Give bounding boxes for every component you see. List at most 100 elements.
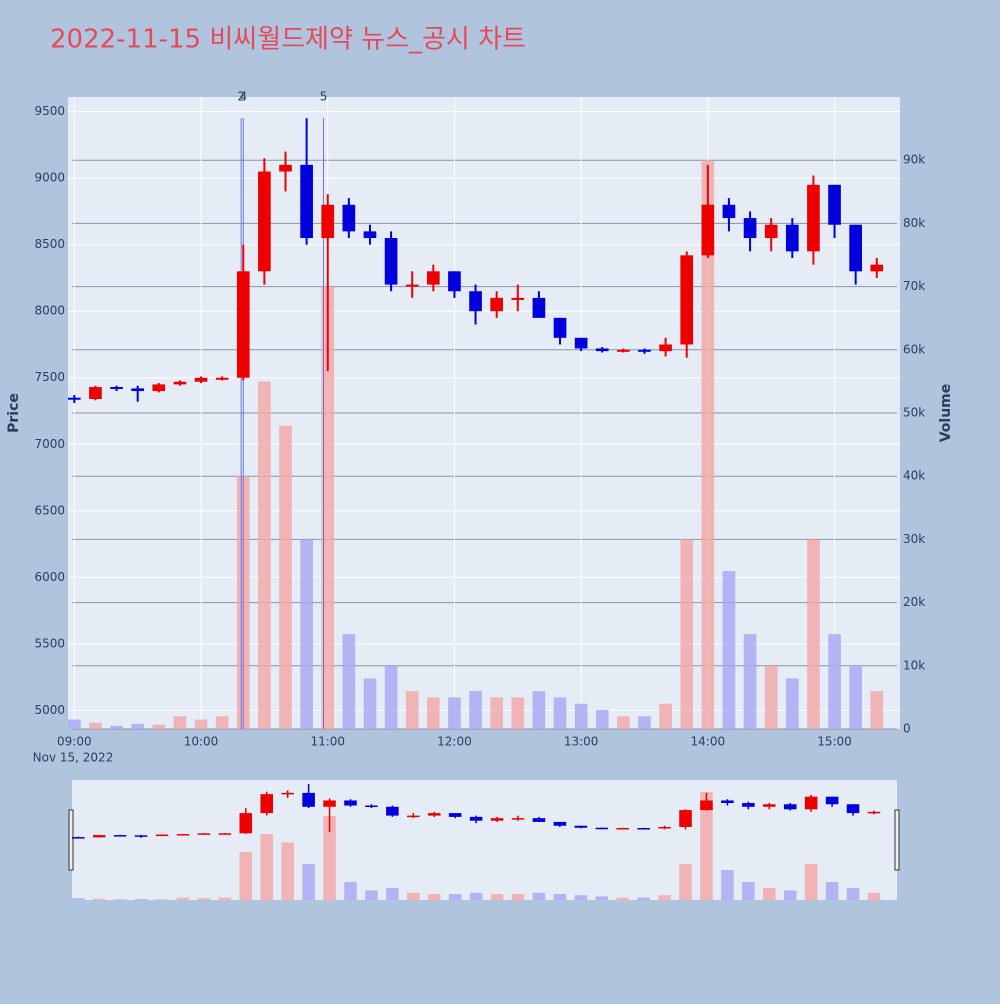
- y-tick-label: 7000: [34, 437, 65, 451]
- x-sublabel: Nov 15, 2022: [33, 751, 114, 765]
- slider-candle-body: [846, 804, 860, 814]
- y2-tick-label: 0: [903, 722, 911, 736]
- candle-body: [743, 218, 757, 239]
- slider-volume-bar: [490, 894, 504, 900]
- slider-candle-body: [344, 800, 357, 806]
- candle-body: [828, 184, 841, 225]
- candle-body: [68, 397, 81, 400]
- x-tick-label: 12:00: [437, 735, 472, 749]
- candle-body: [194, 377, 208, 382]
- slider-volume-bar: [176, 897, 190, 900]
- x-tick-label: 09:00: [57, 735, 92, 749]
- volume-bar: [722, 571, 736, 729]
- slider-volume-bar: [616, 897, 629, 900]
- slider-candle-body: [825, 796, 839, 805]
- candle-body: [258, 171, 271, 272]
- slider-candle-body: [386, 806, 399, 816]
- y-tick-label: 9500: [34, 104, 65, 118]
- candle-body: [300, 164, 313, 239]
- candle-body: [680, 255, 694, 345]
- slider-volume-bar: [113, 899, 127, 900]
- candle-body: [807, 184, 820, 252]
- slider-volume-bar: [846, 888, 860, 900]
- slider-candle-body: [239, 813, 253, 834]
- slider-candle-body: [134, 835, 148, 837]
- volume-bar: [638, 716, 651, 729]
- slider-candle-body: [218, 833, 232, 835]
- candle-body: [89, 387, 102, 400]
- slider-candle-body: [658, 826, 671, 829]
- slider-volume-bar: [197, 898, 211, 900]
- slider-volume-bar: [427, 894, 441, 900]
- slider-volume-bar: [742, 882, 755, 900]
- volume-bar: [300, 539, 313, 729]
- slider-volume-bar: [469, 892, 483, 900]
- volume-bar: [131, 723, 145, 729]
- volume-bar: [680, 539, 694, 729]
- slider-candle-body: [113, 835, 127, 837]
- volume-bar: [279, 425, 292, 729]
- slider-volume-bar: [532, 892, 546, 900]
- y-axis-title: Price: [6, 393, 22, 433]
- slider-candle-body: [72, 837, 85, 839]
- slider-volume-bar: [260, 834, 274, 900]
- range-slider[interactable]: [72, 780, 897, 900]
- volume-bar: [342, 634, 356, 729]
- slider-candle-body: [176, 834, 190, 836]
- candle-body: [342, 204, 356, 232]
- candle-body: [553, 317, 567, 338]
- volume-bar: [532, 691, 546, 729]
- slider-volume-bar: [595, 896, 609, 900]
- candle-body: [490, 297, 504, 312]
- slider-volume-bar: [721, 870, 734, 900]
- y2-tick-label: 20k: [903, 595, 925, 609]
- slider-volume-bar: [344, 882, 357, 900]
- volume-bar: [701, 160, 715, 729]
- slider-candle-body: [532, 818, 546, 822]
- volume-bar: [574, 703, 588, 729]
- volume-bar: [659, 703, 672, 729]
- volume-bar: [448, 697, 461, 729]
- candle-body: [659, 344, 672, 352]
- volume-bar: [849, 665, 862, 729]
- volume-bar: [384, 665, 398, 729]
- y-tick-label: 8000: [34, 304, 65, 318]
- slider-handle[interactable]: [68, 809, 74, 871]
- volume-bar: [258, 381, 271, 729]
- slider-volume-bar: [386, 888, 399, 900]
- volume-bar: [490, 697, 504, 729]
- slider-candle-body: [469, 816, 483, 821]
- candle-body: [173, 381, 187, 385]
- slider-volume-bar: [155, 899, 169, 900]
- y2-tick-label: 70k: [903, 279, 925, 293]
- y-tick-label: 8500: [34, 237, 65, 251]
- candle-body: [215, 377, 229, 380]
- candle-body: [532, 297, 546, 318]
- slider-candle-body: [155, 834, 169, 837]
- y2-tick-label: 30k: [903, 532, 925, 546]
- slider-candle-body: [721, 800, 734, 803]
- candle-body: [574, 337, 588, 349]
- volume-bar: [405, 691, 419, 729]
- slider-candle-body: [197, 833, 211, 835]
- slider-candle-body: [281, 792, 294, 795]
- slider-candle-body: [92, 835, 106, 838]
- slider-volume-bar: [804, 864, 818, 900]
- slider-candle-body: [637, 828, 650, 830]
- candle-body: [785, 224, 799, 252]
- slider-candle-body: [553, 821, 567, 826]
- candle-body: [236, 271, 250, 378]
- slider-handle[interactable]: [894, 809, 900, 871]
- y2-tick-label: 40k: [903, 469, 925, 483]
- slider-volume-bar: [637, 897, 650, 900]
- x-tick-label: 10:00: [184, 735, 219, 749]
- x-tick-label: 13:00: [564, 735, 599, 749]
- y-tick-label: 6000: [34, 570, 65, 584]
- volume-bar: [215, 716, 229, 729]
- candle-body: [384, 238, 398, 285]
- volume-bar: [743, 634, 757, 729]
- slider-candle-body: [490, 818, 504, 821]
- slider-volume-bar: [218, 897, 232, 900]
- candle-body: [469, 291, 482, 312]
